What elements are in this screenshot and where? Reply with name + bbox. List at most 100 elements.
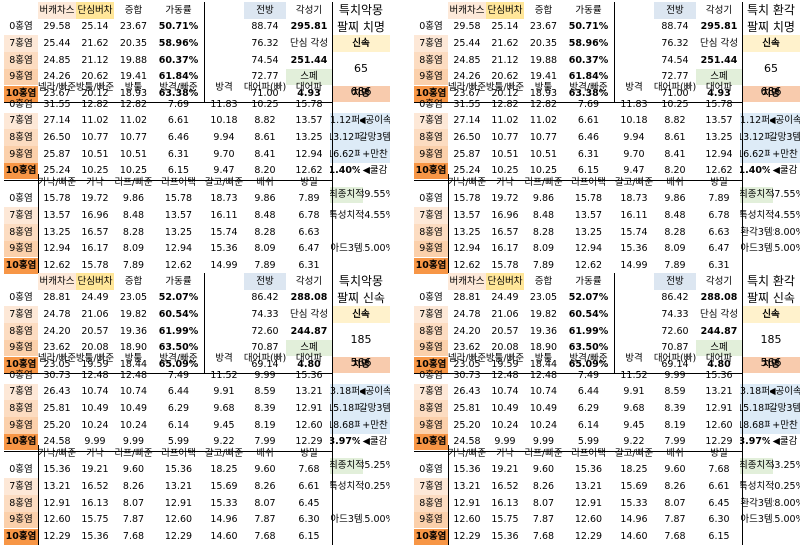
row-label[interactable]: 0홍염	[4, 191, 38, 208]
table-cell[interactable]: 25.14	[486, 19, 524, 36]
table-cell[interactable]: 295.81	[696, 19, 742, 36]
table-cell[interactable]: 9.60	[654, 462, 696, 479]
table-cell[interactable]: 12.62	[563, 258, 614, 275]
table-cell[interactable]: 86.42	[654, 290, 696, 307]
table-cell[interactable]: 6.44	[563, 384, 614, 401]
table-cell[interactable]: 7.89	[524, 258, 563, 275]
table-cell[interactable]: 52.07%	[563, 290, 614, 307]
table-cell[interactable]: 10.74	[76, 384, 114, 401]
table-cell[interactable]: 21.12	[486, 52, 524, 69]
table-cell[interactable]: 8.26	[654, 478, 696, 495]
row-label[interactable]: 7홍염	[414, 35, 448, 52]
table-cell[interactable]: 19.82	[114, 306, 153, 323]
row-label[interactable]: 0홍염	[414, 96, 448, 113]
col-header[interactable]: 대어파	[696, 79, 742, 96]
table-cell[interactable]: 7.69	[563, 96, 614, 113]
table-cell[interactable]: 12.62	[153, 258, 204, 275]
table-cell[interactable]: 16.96	[76, 207, 114, 224]
col-header[interactable]: 버캐차스	[38, 2, 76, 19]
table-cell[interactable]: 26.43	[38, 384, 76, 401]
table-cell[interactable]: 15.36	[153, 462, 204, 479]
table-cell[interactable]: 74.54	[244, 52, 286, 69]
col-header[interactable]: 넬라/빠준	[38, 350, 76, 367]
table-cell[interactable]: 11.02	[524, 113, 563, 130]
table-cell[interactable]: 16.13	[486, 495, 524, 512]
table-cell[interactable]: 16.13	[76, 495, 114, 512]
col-header[interactable]: 방툴	[524, 79, 563, 96]
table-cell[interactable]: 50.71%	[153, 19, 204, 36]
row-label[interactable]: 7홍염	[414, 384, 448, 401]
table-cell[interactable]: 74.33	[244, 306, 286, 323]
table-cell[interactable]: 10.49	[114, 400, 153, 417]
table-cell[interactable]: 6.14	[563, 417, 614, 434]
table-cell[interactable]: 61.99%	[153, 323, 204, 340]
row-label[interactable]: 7홍염	[414, 113, 448, 130]
table-cell[interactable]: 7.68	[244, 529, 286, 545]
table-cell[interactable]: 15.36	[486, 529, 524, 545]
table-cell[interactable]: 12.60	[448, 512, 486, 529]
row-label[interactable]: 0홍염	[414, 19, 448, 36]
col-header[interactable]: 가낙/빠준	[38, 445, 76, 462]
col-header[interactable]: 단심버차	[486, 2, 524, 19]
col-header[interactable]: 방밀	[696, 174, 742, 191]
table-cell[interactable]: 12.94	[38, 241, 76, 258]
col-header[interactable]: 방격	[204, 350, 244, 367]
table-cell[interactable]: 15.33	[204, 495, 244, 512]
table-cell[interactable]: 16.52	[486, 478, 524, 495]
table-cell[interactable]: 10.24	[114, 417, 153, 434]
table-cell[interactable]: 25.20	[448, 417, 486, 434]
row-label[interactable]: 8홍염	[414, 323, 448, 340]
table-cell[interactable]: 23.05	[524, 290, 563, 307]
col-header-front[interactable]: 전방	[244, 2, 286, 19]
table-cell[interactable]: 12.91	[153, 495, 204, 512]
table-cell[interactable]: 10.49	[524, 400, 563, 417]
table-cell[interactable]: 13.57	[448, 207, 486, 224]
col-header[interactable]: 갈고/빠준	[204, 174, 244, 191]
table-cell[interactable]: 6.31	[286, 258, 332, 275]
table-cell[interactable]: 21.62	[76, 35, 114, 52]
table-cell[interactable]: 8.19	[654, 417, 696, 434]
table-cell[interactable]: 26.50	[448, 129, 486, 146]
table-cell[interactable]: 15.36	[563, 462, 614, 479]
table-cell[interactable]: 13.21	[286, 384, 332, 401]
table-cell[interactable]: 12.82	[486, 96, 524, 113]
row-label[interactable]: 9홍염	[414, 417, 448, 434]
table-cell[interactable]: 12.48	[114, 367, 153, 384]
table-cell[interactable]: 24.78	[38, 306, 76, 323]
table-cell[interactable]: 12.60	[38, 512, 76, 529]
table-cell[interactable]: 23.67	[524, 19, 563, 36]
table-cell[interactable]: 6.31	[696, 258, 742, 275]
table-cell[interactable]: 288.08	[286, 290, 332, 307]
table-cell[interactable]: 6.46	[563, 129, 614, 146]
col-header[interactable]: 갈고/빠준	[204, 445, 244, 462]
table-cell[interactable]: 13.21	[153, 478, 204, 495]
col-header[interactable]: 리프/빠준	[114, 174, 153, 191]
row-label[interactable]: 7홍염	[414, 207, 448, 224]
col-header[interactable]: 리프어택	[153, 445, 204, 462]
table-cell[interactable]: 9.91	[204, 384, 244, 401]
col-header[interactable]: 방격	[614, 350, 654, 367]
col-header[interactable]: 넬라/빠준	[448, 79, 486, 96]
col-header[interactable]: 버캐차스	[448, 2, 486, 19]
table-cell[interactable]: 9.94	[204, 129, 244, 146]
table-cell[interactable]: 31.55	[38, 96, 76, 113]
table-cell[interactable]: 20.35	[114, 35, 153, 52]
table-cell[interactable]: 12.94	[286, 146, 332, 163]
table-cell[interactable]: 21.62	[486, 35, 524, 52]
table-cell[interactable]: 12.60	[153, 512, 204, 529]
col-header[interactable]: 배쉬	[244, 445, 286, 462]
col-header[interactable]: 가낙	[486, 174, 524, 191]
table-cell[interactable]: 11.52	[614, 367, 654, 384]
table-cell[interactable]: 10.77	[524, 129, 563, 146]
table-cell[interactable]: 10.18	[614, 113, 654, 130]
table-cell[interactable]: 12.29	[153, 529, 204, 545]
table-cell[interactable]: 6.30	[286, 512, 332, 529]
table-cell[interactable]: 10.77	[114, 129, 153, 146]
table-cell[interactable]: 14.99	[614, 258, 654, 275]
table-cell[interactable]: 8.39	[654, 400, 696, 417]
table-cell[interactable]: 12.48	[524, 367, 563, 384]
table-cell[interactable]: 6.14	[153, 417, 204, 434]
table-cell[interactable]: 6.15	[696, 529, 742, 545]
table-cell[interactable]: 8.48	[114, 207, 153, 224]
table-cell[interactable]: 7.87	[524, 512, 563, 529]
